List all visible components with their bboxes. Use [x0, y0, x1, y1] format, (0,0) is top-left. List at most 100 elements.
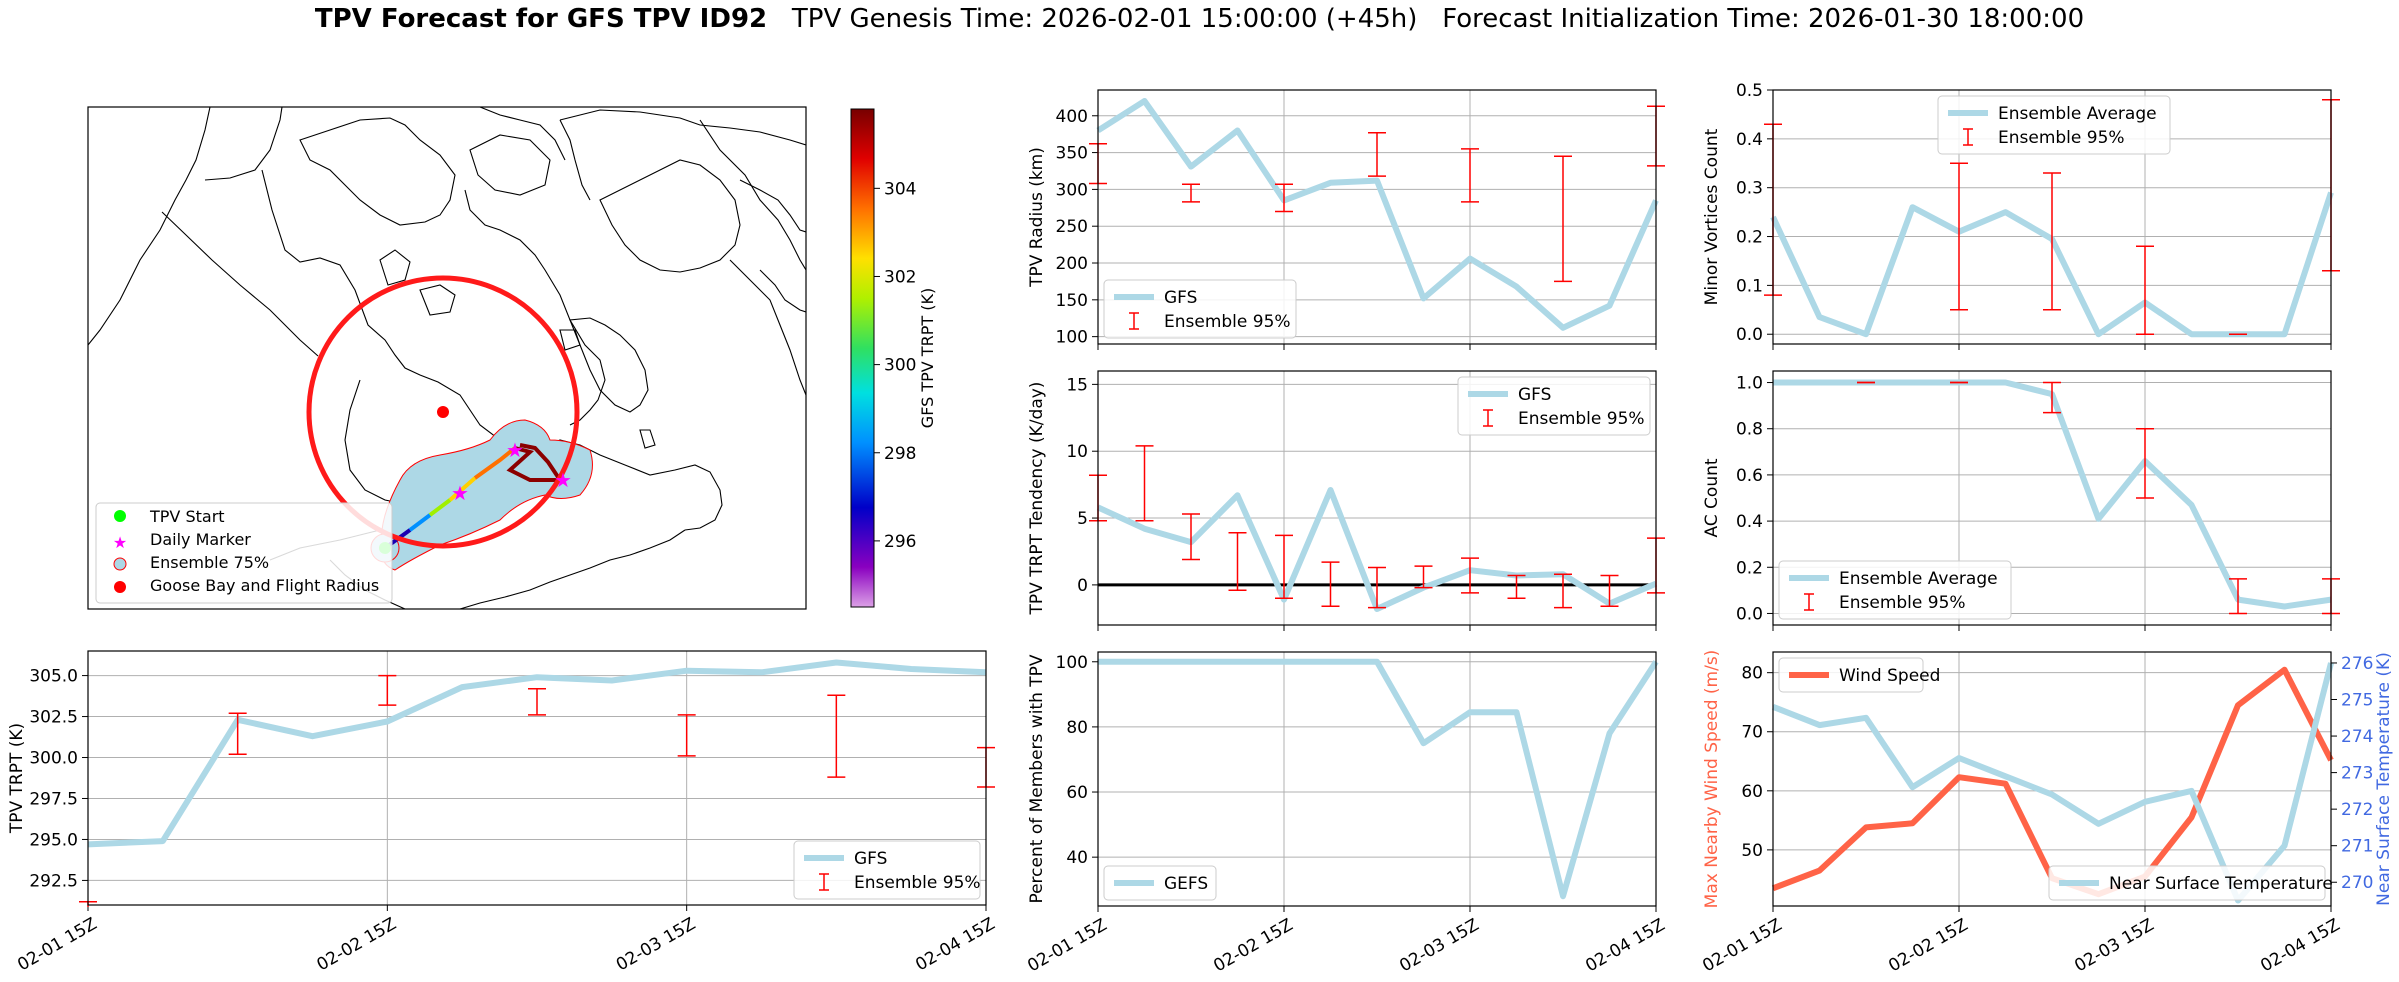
legend-label: GFS: [1164, 288, 1197, 308]
legend-label: Ensemble Average: [1839, 569, 1998, 589]
island-small-1: [559, 329, 581, 351]
ytick-label: 150: [1056, 291, 1088, 311]
border-europe-1: [739, 179, 806, 233]
axes-frame: [1097, 370, 1657, 626]
series-line-gefs: [1098, 658, 1659, 900]
panel-trpt: 292.5 295.0 297.5 300.0 302.5 305.0 02-01 15Z 0…: [7, 650, 999, 975]
ytick-label: 0.5: [1736, 81, 1763, 101]
ytick-label-right: 274: [2341, 727, 2373, 747]
axes-frame: [1772, 370, 2332, 626]
legend-label: GEFS: [1164, 874, 1208, 894]
island-arctic-3: [379, 249, 411, 286]
title-genesis: TPV Genesis Time: 2026-02-01 15:00:00 (+…: [791, 4, 1418, 34]
legend-box: [1778, 560, 2012, 620]
coastline-arctic-canada: [204, 107, 283, 181]
ytick-label: 100: [1056, 328, 1088, 348]
colorbar-label: GFS TPV TRPT (K): [918, 288, 937, 428]
ytick-label: 0.8: [1736, 420, 1763, 440]
panel-members: 40 60 80 100 02-01 15Z 02-02 15Z 02-03 15Z 02-0…: [1024, 651, 1669, 976]
ytick-label-right: 273: [2341, 764, 2373, 784]
ytick-label: 40: [1066, 848, 1088, 868]
colorbar-tick-label: 302: [884, 267, 916, 287]
xtick-label: 02-02 15Z: [1885, 915, 1971, 976]
ytick-label: 0.2: [1736, 228, 1763, 248]
ytick-label: 60: [1066, 783, 1088, 803]
ytick-label: 100: [1056, 653, 1088, 673]
map-legend: ★ TPV Start Daily Marker Ensemble 75% Go…: [95, 502, 393, 604]
ytick-label-right: 270: [2341, 873, 2373, 893]
daily-marker-2: ★: [506, 438, 524, 462]
daily-marker-1: ★: [451, 481, 469, 505]
ytick-label: 300: [1056, 180, 1088, 200]
xtick-label: 02-01 15Z: [14, 914, 100, 975]
ytick-label: 0.2: [1736, 558, 1763, 578]
island-small-2: [639, 429, 656, 449]
axes-frame: [87, 650, 987, 906]
xtick-label: 02-04 15Z: [1582, 915, 1668, 976]
coastline-europe-2: [729, 259, 806, 396]
ytick-label: 5: [1077, 509, 1088, 529]
coastline-atlantic: [459, 529, 686, 609]
xtick-label: 02-04 15Z: [912, 914, 998, 975]
island-north-3: [559, 119, 591, 201]
ytick-label: 50: [1741, 841, 1763, 861]
ytick-label: 295.0: [29, 830, 78, 850]
ytick-label: 297.5: [29, 789, 78, 809]
border-europe-2: [759, 269, 806, 313]
ytick-label: 1.0: [1736, 374, 1763, 394]
map-panel: ★ ★ ★ ★ TPV Start Daily Marker Ensemble …: [87, 106, 937, 610]
ytick-label: 200: [1056, 254, 1088, 274]
track-seg-5: [473, 446, 517, 480]
ytick-label: 80: [1066, 718, 1088, 738]
panel-radius: 100 150 200 250 300 350 400 TPV Radius (km) GFS E…: [1027, 89, 1665, 350]
ytick-label: 305.0: [29, 667, 78, 687]
ylabel: TPV Radius (km): [1027, 147, 1047, 288]
legend-label: Ensemble 95%: [854, 873, 981, 893]
island-arctic-4: [419, 284, 456, 316]
daily-marker-3: ★: [554, 468, 572, 492]
legend-daily-marker-label: Daily Marker: [150, 530, 251, 549]
legend-label: GFS: [854, 849, 887, 869]
axes-frame: [1772, 651, 2332, 907]
colorbar-tick-label: 298: [884, 444, 916, 464]
legend-temp-label: Near Surface Temperature: [2109, 874, 2333, 894]
ytick-label: 80: [1741, 664, 1763, 684]
xtick-label: 02-02 15Z: [1210, 915, 1296, 976]
ytick-label: 0.4: [1736, 512, 1763, 532]
ytick-label: 0.3: [1736, 179, 1763, 199]
legend-wind-label: Wind Speed: [1839, 666, 1940, 686]
legend-goose-bay-icon: [114, 581, 126, 593]
colorbar: [850, 108, 875, 608]
legend-label: GFS: [1518, 385, 1551, 405]
legend-box: [1937, 95, 2171, 155]
ytick-label-right: 272: [2341, 800, 2373, 820]
xtick-label: 02-03 15Z: [2071, 915, 2157, 976]
legend-tpv-start-icon: [114, 510, 126, 522]
border-canada: [161, 211, 319, 357]
ytick-label: 60: [1741, 782, 1763, 802]
coastline-alaska: [88, 107, 211, 346]
axes-frame: [1097, 89, 1657, 345]
legend-box: [1103, 865, 1217, 901]
ylabel-right: Near Surface Temperature (K): [2374, 652, 2394, 906]
coastline-north-1: [479, 107, 566, 161]
track-seg-3: [428, 498, 452, 517]
ylabel: AC Count: [1702, 458, 1722, 537]
ytick-label: 0.6: [1736, 466, 1763, 486]
legend-daily-marker-icon: ★: [113, 533, 127, 552]
ytick-label: 0.1: [1736, 276, 1763, 296]
title-bold: TPV Forecast for GFS TPV ID92: [314, 4, 768, 34]
ylabel: TPV TRPT Tendency (K/day): [1027, 382, 1047, 616]
coastline-greenland: [599, 159, 741, 273]
legend-box-wind: [1778, 657, 1924, 693]
ytick-label-right: 275: [2341, 691, 2373, 711]
colorbar-tick-label: 296: [884, 532, 916, 552]
panel-wind: 50 60 70 80 02-01 15Z 02-02 15Z 02-03 15Z 02-04…: [1699, 650, 2394, 977]
track-seg-6: [506, 443, 564, 482]
series-line-gfs: [1096, 98, 1659, 331]
island-arctic-1: [299, 117, 456, 226]
ytick-label: 400: [1056, 107, 1088, 127]
coastline-europe-1: [699, 119, 806, 271]
xtick-label: 02-01 15Z: [1024, 915, 1110, 976]
coastline-baffin-west: [464, 189, 606, 426]
